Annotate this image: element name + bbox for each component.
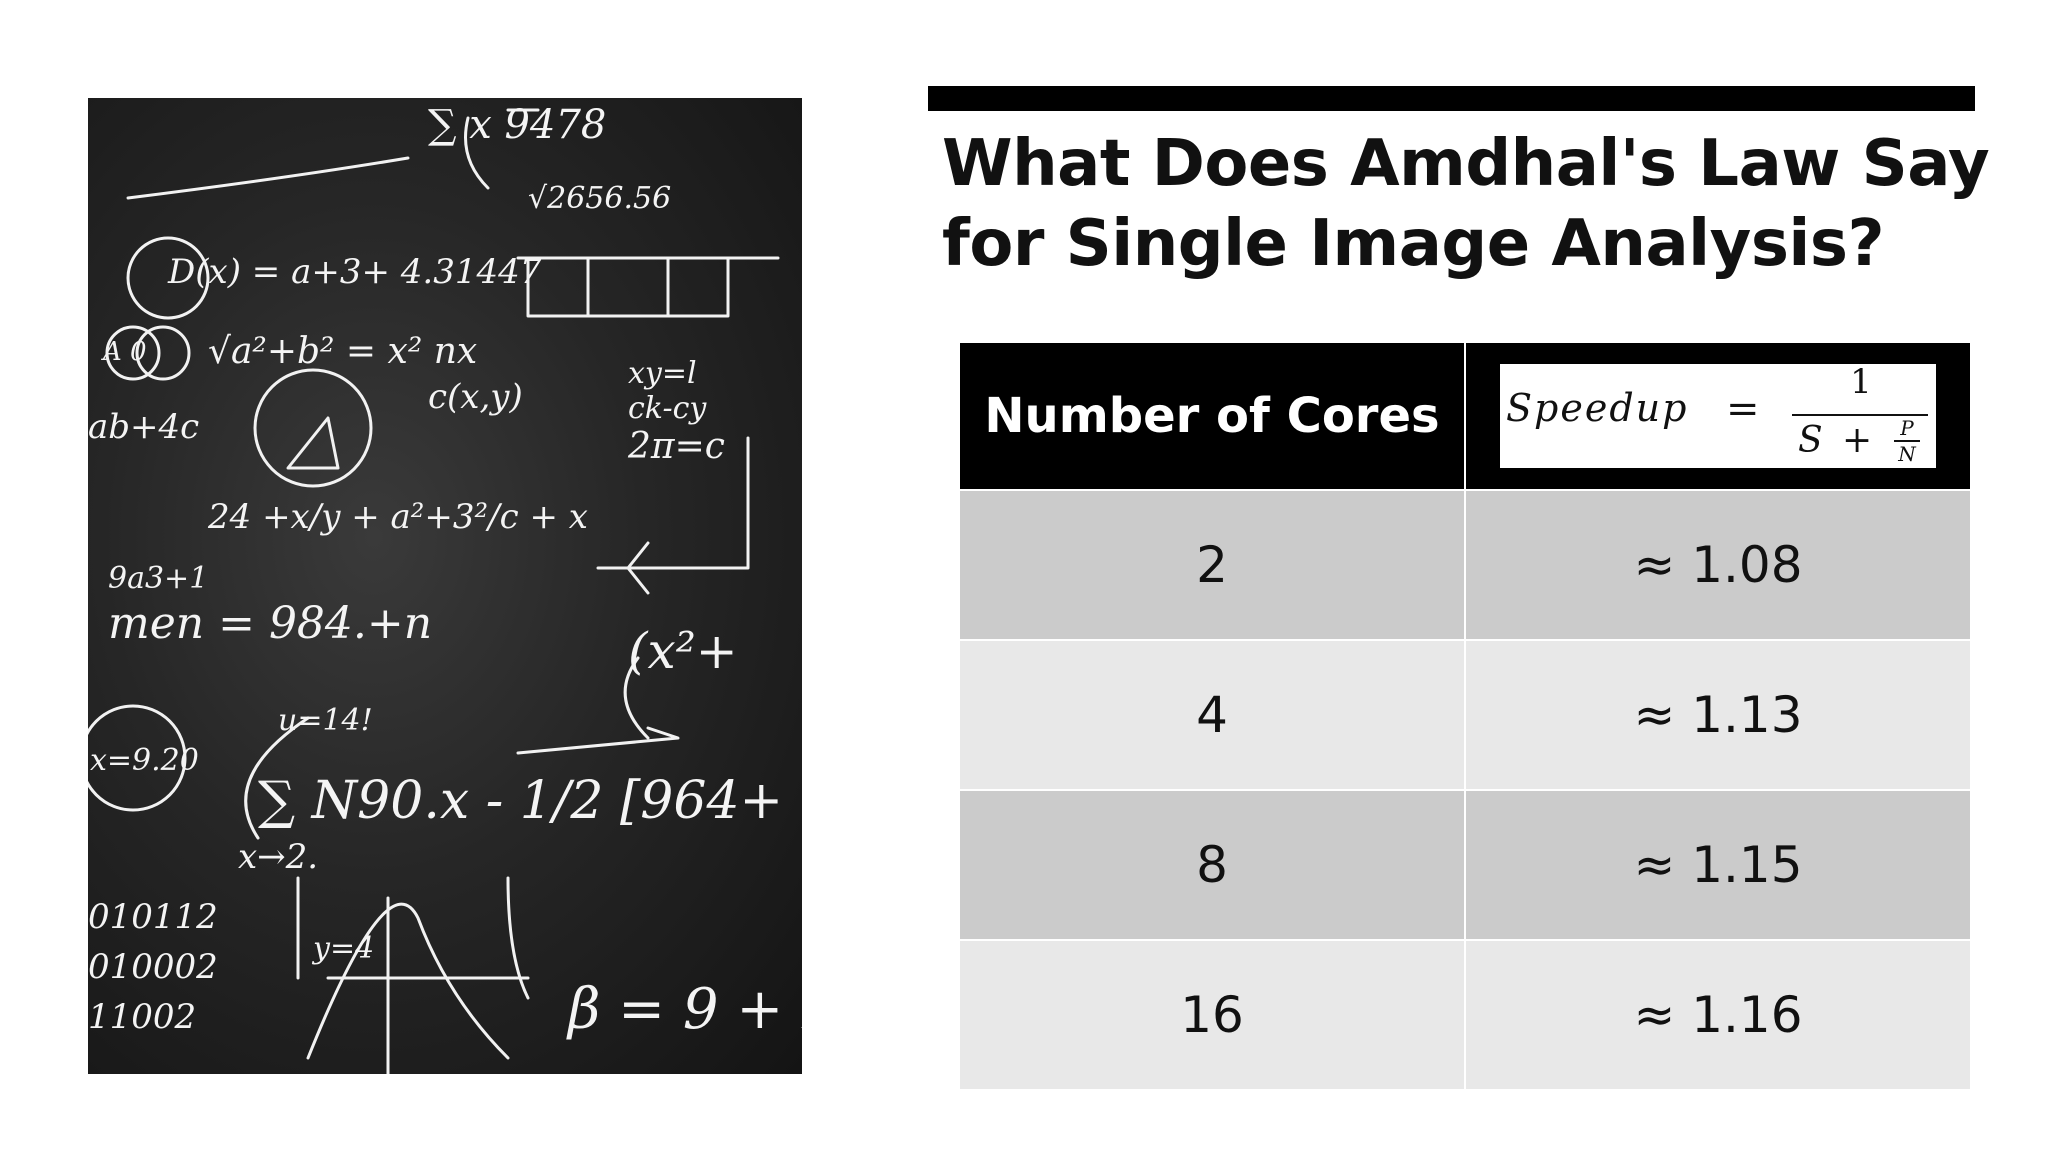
formula-denominator: S + P N [1792, 416, 1928, 468]
cell-speedup: ≈ 1.15 [1465, 790, 1970, 941]
title-accent-bar [928, 86, 1975, 111]
svg-text:√a²+b² = x² nx: √a²+b² = x² nx [208, 331, 477, 372]
chalk-circle [126, 236, 210, 320]
chalk-stroke [126, 156, 410, 200]
svg-text:√2656.56: √2656.56 [528, 181, 671, 216]
slide-title: What Does Amdhal's Law Say for Single Im… [942, 124, 1990, 284]
formula-speedup: Speedup [1506, 386, 1689, 430]
svg-text:ck-cy: ck-cy [628, 391, 707, 426]
svg-text:x→2.: x→2. [238, 837, 318, 877]
amdahl-formula: Speedup = 1 S + P N [1500, 362, 1936, 468]
cell-cores: 2 [960, 490, 1466, 641]
cell-speedup: ≈ 1.08 [1465, 490, 1970, 641]
chalkboard-photo: D(x) = a+3+ 4.31447 ab+4c men = 984.+n x… [88, 98, 802, 1074]
formula-numerator: 1 [1850, 362, 1872, 402]
chalkboard-drawing: D(x) = a+3+ 4.31447 ab+4c men = 984.+n x… [88, 102, 802, 1074]
svg-text:D(x) = a+3+ 4.31447: D(x) = a+3+ 4.31447 [167, 252, 542, 292]
svg-text:11002: 11002 [88, 997, 196, 1037]
chalk-circle [105, 325, 161, 381]
slide-title-line-2: for Single Image Analysis? [942, 207, 1885, 281]
chalk-rect [586, 256, 670, 318]
cell-cores: 4 [960, 640, 1466, 791]
table-row: 2 ≈ 1.08 [960, 490, 1970, 641]
formula-n: N [1898, 442, 1916, 466]
svg-text:∑ x 9478: ∑ x 9478 [428, 102, 606, 148]
chalk-circle [135, 325, 191, 381]
chalk-triangle [286, 416, 340, 470]
header-speedup-formula: Speedup = 1 S + P N [1465, 343, 1970, 491]
formula-s: S [1798, 420, 1823, 461]
svg-text:9a3+1: 9a3+1 [108, 561, 208, 596]
cell-speedup: ≈ 1.13 [1465, 640, 1970, 791]
formula-plus: + [1842, 420, 1873, 461]
chalk-circle [253, 368, 373, 488]
svg-text:x=9.20: x=9.20 [90, 743, 199, 778]
chalk-rect [666, 256, 730, 318]
formula-small-bar [1894, 440, 1920, 442]
speedup-table: Number of Cores Speedup = 1 S + P [960, 343, 1970, 1091]
svg-text:010112: 010112 [88, 897, 218, 937]
svg-text:u=14!: u=14! [278, 703, 373, 738]
header-number-of-cores: Number of Cores [960, 343, 1466, 491]
chalk-writing: D(x) = a+3+ 4.31447 ab+4c men = 984.+n x… [88, 102, 802, 1042]
table-row: 4 ≈ 1.13 [960, 640, 1970, 791]
chalk-stroke [506, 876, 530, 1000]
chalk-stroke [626, 541, 650, 595]
formula-fraction-bar [1792, 414, 1928, 416]
svg-text:β = 9 + x: β = 9 + x [566, 977, 802, 1042]
svg-text:24 +x/y + a²+3²/c + x: 24 +x/y + a²+3²/c + x [207, 497, 588, 537]
svg-text:xy=l: xy=l [628, 356, 697, 391]
table-header-row: Number of Cores Speedup = 1 S + P [960, 343, 1970, 491]
chalk-arrow [516, 726, 680, 755]
cell-cores: 16 [960, 940, 1466, 1091]
svg-text:A 0: A 0 [101, 337, 147, 367]
svg-text:men = 984.+n: men = 984.+n [108, 598, 432, 649]
chalk-stroke [596, 436, 750, 570]
table-row: 8 ≈ 1.15 [960, 790, 1970, 941]
slide-title-line-1: What Does Amdhal's Law Say [942, 127, 1990, 201]
chalk-circle [88, 704, 187, 812]
formula-equals: = [1726, 386, 1760, 432]
chalk-stroke [464, 116, 490, 190]
formula-p-over-n: P N [1890, 416, 1924, 468]
svg-text:∑ N90.x - 1/2 [964+: ∑ N90.x - 1/2 [964+ [258, 771, 783, 831]
svg-text:010002: 010002 [88, 947, 218, 987]
svg-text:ab+4c: ab+4c [88, 407, 199, 447]
chalk-stroke [244, 716, 310, 840]
cell-cores: 8 [960, 790, 1466, 941]
chalk-parabola [306, 902, 510, 1060]
svg-text:2π=c: 2π=c [627, 426, 725, 467]
cell-speedup: ≈ 1.16 [1465, 940, 1970, 1091]
svg-text:(x²+: (x²+ [628, 622, 738, 680]
formula-p: P [1900, 416, 1914, 440]
svg-text:c(x,y): c(x,y) [428, 377, 523, 417]
svg-text:y=4: y=4 [311, 931, 374, 966]
table-row: 16 ≈ 1.16 [960, 940, 1970, 1091]
chalk-stroke [623, 656, 650, 740]
